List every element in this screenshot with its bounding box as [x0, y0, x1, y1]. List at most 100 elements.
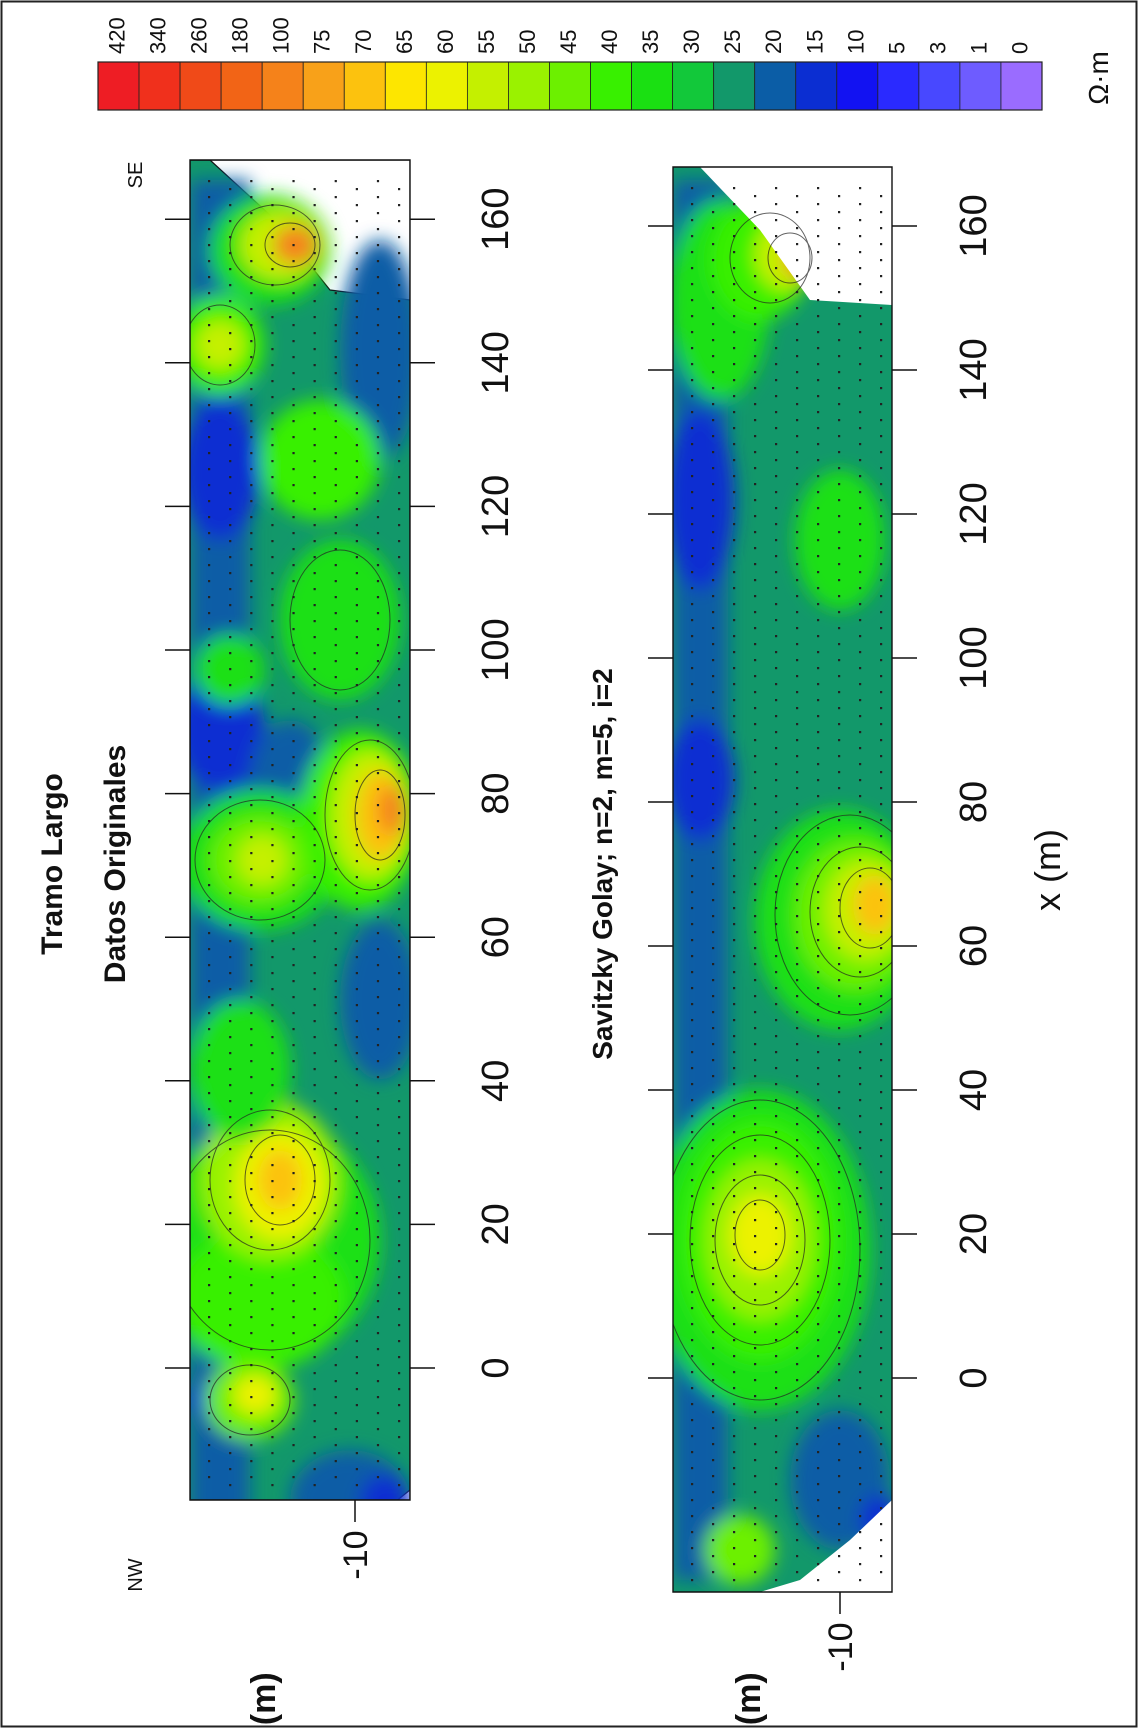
measurement-point	[229, 988, 232, 991]
y-axis-label-original: z (m)	[245, 1672, 283, 1728]
measurement-point	[754, 1507, 757, 1510]
colorbar-swatch	[754, 61, 797, 111]
measurement-point	[355, 236, 358, 239]
measurement-point	[208, 516, 211, 519]
measurement-point	[817, 827, 820, 830]
measurement-point	[313, 204, 316, 207]
measurement-point	[271, 924, 274, 927]
measurement-point	[355, 1244, 358, 1247]
measurement-point	[817, 1339, 820, 1342]
measurement-point	[313, 428, 316, 431]
measurement-point	[398, 1276, 401, 1279]
measurement-point	[355, 508, 358, 511]
measurement-point	[271, 1468, 274, 1471]
measurement-point	[775, 1467, 778, 1470]
z-tick-label: -10	[337, 1530, 375, 1579]
measurement-point	[754, 931, 757, 934]
measurement-point	[271, 1100, 274, 1103]
measurement-point	[838, 1443, 841, 1446]
measurement-point	[334, 1396, 337, 1399]
measurement-point	[355, 1484, 358, 1487]
measurement-point	[398, 1036, 401, 1039]
measurement-point	[376, 244, 380, 247]
measurement-point	[796, 1491, 799, 1494]
measurement-point	[691, 539, 694, 542]
measurement-point	[838, 243, 841, 246]
measurement-point	[313, 492, 316, 495]
measurement-point	[292, 916, 295, 919]
measurement-point	[313, 220, 316, 223]
measurement-point	[229, 1452, 232, 1455]
measurement-point	[817, 683, 820, 686]
measurement-point	[733, 891, 736, 894]
measurement-point	[796, 707, 799, 710]
measurement-point	[376, 596, 380, 599]
measurement-point	[712, 1331, 715, 1334]
measurement-point	[817, 715, 820, 718]
measurement-point	[250, 1028, 253, 1031]
measurement-point	[733, 1227, 736, 1230]
measurement-point	[880, 1091, 883, 1094]
measurement-point	[313, 844, 316, 847]
measurement-point	[775, 1083, 778, 1086]
measurement-point	[691, 1259, 694, 1262]
measurement-point	[208, 564, 211, 567]
measurement-point	[754, 611, 757, 614]
measurement-point	[691, 475, 694, 478]
measurement-point	[250, 820, 253, 823]
measurement-point	[859, 971, 862, 974]
measurement-point	[271, 300, 274, 303]
measurement-point	[313, 460, 316, 463]
measurement-point	[754, 1267, 757, 1270]
colorbar-level-label: 0	[1007, 42, 1032, 54]
measurement-point	[250, 228, 253, 231]
colorbar-level-label: 70	[351, 30, 376, 54]
measurement-point	[859, 1275, 862, 1278]
measurement-point	[880, 1075, 883, 1078]
colorbar-swatch	[425, 61, 468, 111]
measurement-point	[250, 756, 253, 759]
measurement-point	[355, 764, 358, 767]
measurement-point	[817, 1227, 820, 1230]
measurement-point	[398, 236, 401, 239]
measurement-points-original	[208, 180, 401, 1487]
measurement-point	[250, 1300, 253, 1303]
measurement-point	[712, 723, 715, 726]
measurement-point	[292, 596, 295, 599]
measurement-point	[250, 596, 253, 599]
measurement-point	[712, 1443, 715, 1446]
measurement-point	[313, 604, 316, 607]
measurement-point	[754, 803, 757, 806]
measurement-point	[398, 1388, 401, 1391]
measurement-point	[754, 195, 757, 198]
measurement-point	[838, 1363, 841, 1366]
measurement-point	[313, 892, 316, 895]
measurement-point	[775, 1435, 778, 1438]
measurement-point	[817, 1307, 820, 1310]
measurement-point	[733, 1179, 736, 1182]
x-tick-label: 160	[953, 194, 995, 257]
measurement-point	[271, 588, 274, 591]
measurement-point	[208, 1028, 211, 1031]
measurement-point	[229, 652, 232, 655]
measurement-point	[838, 1027, 841, 1030]
measurement-point	[271, 972, 274, 975]
measurement-point	[733, 1387, 736, 1390]
measurement-point	[250, 1396, 253, 1399]
measurement-point	[754, 739, 757, 742]
measurement-point	[796, 1283, 799, 1286]
measurement-point	[691, 1099, 694, 1102]
measurement-point	[712, 1107, 715, 1110]
measurement-point	[859, 683, 862, 686]
measurement-point	[754, 979, 757, 982]
measurement-point	[398, 1324, 401, 1327]
measurement-point	[880, 355, 883, 358]
measurement-point	[292, 1412, 295, 1415]
measurement-point	[250, 644, 253, 647]
measurement-point	[817, 459, 820, 462]
measurement-point	[271, 1036, 274, 1039]
measurement-point	[838, 675, 841, 678]
measurement-point	[775, 619, 778, 622]
measurement-point	[229, 860, 232, 863]
